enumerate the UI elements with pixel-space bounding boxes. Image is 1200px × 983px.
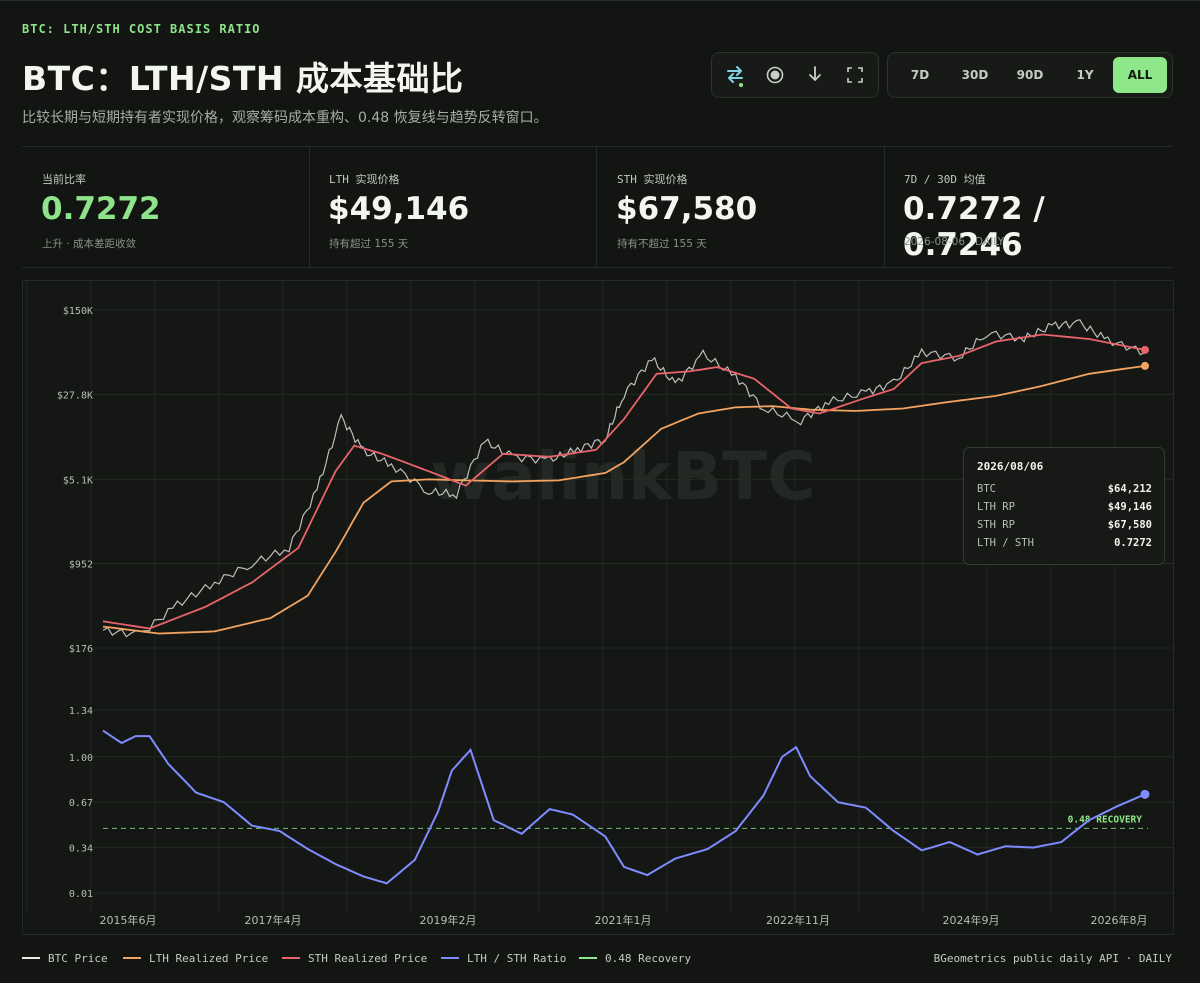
- legend-item-recovery[interactable]: 0.48 Recovery: [579, 952, 691, 965]
- series-end-point-lth: [1141, 361, 1149, 370]
- tooltip-key: STH RP: [977, 519, 1015, 531]
- stat-label: LTH 实现价格: [329, 173, 400, 186]
- x-tick-label: 2024年9月: [943, 913, 1000, 927]
- y-tick-label-price: $176: [69, 644, 93, 655]
- tooltip-row-btc: BTC $64,212: [977, 483, 1152, 499]
- y-tick-label-price: $952: [69, 559, 93, 570]
- download-button[interactable]: [795, 53, 835, 97]
- stat-lth-realized-price: LTH 实现价格 $49,146 持有超过 155 天: [309, 147, 597, 267]
- tooltip-key: LTH / STH: [977, 537, 1034, 549]
- data-source: BGeometrics public daily API · DAILY: [933, 952, 1172, 965]
- page-title: BTC：LTH/STH 成本基础比: [22, 59, 464, 98]
- tooltip-value: $49,146: [1107, 501, 1152, 513]
- tooltip-value: $64,212: [1107, 483, 1152, 495]
- stat-value: $49,146: [328, 191, 470, 227]
- legend-item-lth-realized-price[interactable]: LTH Realized Price: [123, 952, 268, 965]
- legend-swatch: [282, 957, 300, 959]
- series-end-point-ratio: [1140, 789, 1150, 799]
- range-all-button[interactable]: ALL: [1113, 57, 1167, 93]
- chart-watermark: walinkBTC: [430, 438, 815, 515]
- chart-svg: $150K $27.8K $5.1K $952 $176 1.34 1.00 0.67 0.34…: [26, 281, 1173, 927]
- fullscreen-button[interactable]: [835, 53, 875, 97]
- x-tick-label: 2021年1月: [595, 913, 652, 927]
- range-selector: 7D 30D 90D 1Y ALL: [887, 52, 1173, 98]
- stat-value: 0.7272: [41, 191, 161, 227]
- stat-sth-realized-price: STH 实现价格 $67,580 持有不超过 155 天: [597, 147, 885, 267]
- y-tick-label-price: $5.1K: [63, 475, 93, 486]
- tooltip-value: 0.7272: [1114, 537, 1152, 549]
- series-line-btc-price: [102, 319, 1146, 638]
- stat-note: 持有超过 155 天: [329, 238, 409, 250]
- series-line-lth-realized-price: [102, 365, 1146, 635]
- stat-note: 持有不超过 155 天: [617, 238, 707, 250]
- recovery-threshold-label: 0.48 RECOVERY: [1068, 814, 1143, 825]
- x-tick-label: 2026年8月: [1091, 913, 1148, 927]
- range-30d-button[interactable]: 30D: [961, 68, 989, 82]
- swap-icon: [724, 63, 746, 87]
- range-1y-button[interactable]: 1Y: [1076, 68, 1094, 82]
- x-tick-label: 2015年6月: [100, 913, 157, 927]
- legend-swatch: [441, 957, 459, 959]
- tooltip-row-ratio: LTH / STH 0.7272: [977, 537, 1152, 553]
- chart-panel[interactable]: $150K $27.8K $5.1K $952 $176 1.34 1.00 0.67 0.34…: [22, 280, 1174, 935]
- x-tick-label: 2022年11月: [766, 913, 830, 927]
- legend-label: LTH / STH Ratio: [467, 952, 567, 965]
- stats-row: 当前比率 0.7272 上升 · 成本差距收敛 LTH 实现价格 $49,146…: [22, 146, 1172, 268]
- tooltip-row-lth: LTH RP $49,146: [977, 501, 1152, 517]
- tooltip-key: LTH RP: [977, 501, 1015, 513]
- y-tick-label-ratio: 0.01: [69, 889, 93, 900]
- stat-moving-averages: 7D / 30D 均值 0.7272 / 0.7246 2026-08-06 ·…: [884, 147, 1171, 267]
- stat-current-ratio: 当前比率 0.7272 上升 · 成本差距收敛: [22, 147, 310, 267]
- legend-label: BTC Price: [48, 952, 108, 965]
- stat-note: 上升 · 成本差距收敛: [42, 238, 137, 250]
- x-tick-label: 2017年4月: [245, 913, 302, 927]
- record-button[interactable]: [755, 53, 795, 97]
- legend-swatch: [579, 957, 597, 959]
- legend-label: 0.48 Recovery: [605, 952, 692, 965]
- stat-value: 0.7272 / 0.7246: [903, 191, 1045, 263]
- y-tick-label-ratio: 1.00: [69, 753, 93, 764]
- legend-swatch: [123, 957, 141, 959]
- legend-item-btc-price[interactable]: BTC Price: [22, 952, 108, 965]
- record-icon: [765, 65, 785, 85]
- stat-note: 2026-08-06 · DAILY: [904, 236, 1005, 248]
- stat-label: 7D / 30D 均值: [904, 173, 986, 186]
- swap-button[interactable]: [715, 53, 755, 97]
- series-line-ratio: [102, 729, 1146, 885]
- chart-toolbar: [711, 52, 879, 98]
- legend-item-sth-realized-price[interactable]: STH Realized Price: [282, 952, 427, 965]
- legend-label: LTH Realized Price: [149, 952, 269, 965]
- legend-label: STH Realized Price: [308, 952, 428, 965]
- y-tick-label-ratio: 0.67: [69, 798, 93, 809]
- tooltip-value: $67,580: [1107, 519, 1152, 531]
- tooltip-date: 2026/08/06: [977, 460, 1044, 473]
- chart-tooltip: 2026/08/06 BTC $64,212 LTH RP $49,146 ST…: [963, 447, 1165, 565]
- y-tick-label-price: $27.8K: [57, 390, 93, 401]
- y-tick-label-ratio: 1.34: [69, 706, 93, 717]
- legend-item-ratio[interactable]: LTH / STH Ratio: [441, 952, 566, 965]
- y-tick-label-price: $150K: [63, 306, 93, 317]
- tooltip-row-sth: STH RP $67,580: [977, 519, 1152, 535]
- stat-label: 当前比率: [42, 173, 86, 186]
- y-tick-label-ratio: 0.34: [69, 844, 93, 855]
- tooltip-key: BTC: [977, 483, 996, 495]
- series-end-point-sth: [1141, 345, 1149, 354]
- download-icon: [806, 65, 824, 85]
- page-subtitle: 比较长期与短期持有者实现价格，观察筹码成本重构、0.48 恢复线与趋势反转窗口。: [22, 110, 548, 126]
- range-7d-button[interactable]: 7D: [910, 68, 930, 82]
- x-tick-label: 2019年2月: [420, 913, 477, 927]
- stat-label: STH 实现价格: [617, 173, 688, 186]
- top-border: [0, 0, 1200, 1]
- page-kicker: BTC: LTH/STH COST BASIS RATIO: [22, 22, 261, 36]
- fullscreen-icon: [846, 66, 864, 84]
- stat-value: $67,580: [616, 191, 758, 227]
- legend-swatch: [22, 957, 40, 959]
- series-line-sth-realized-price: [102, 333, 1146, 630]
- range-90d-button[interactable]: 90D: [1016, 68, 1044, 82]
